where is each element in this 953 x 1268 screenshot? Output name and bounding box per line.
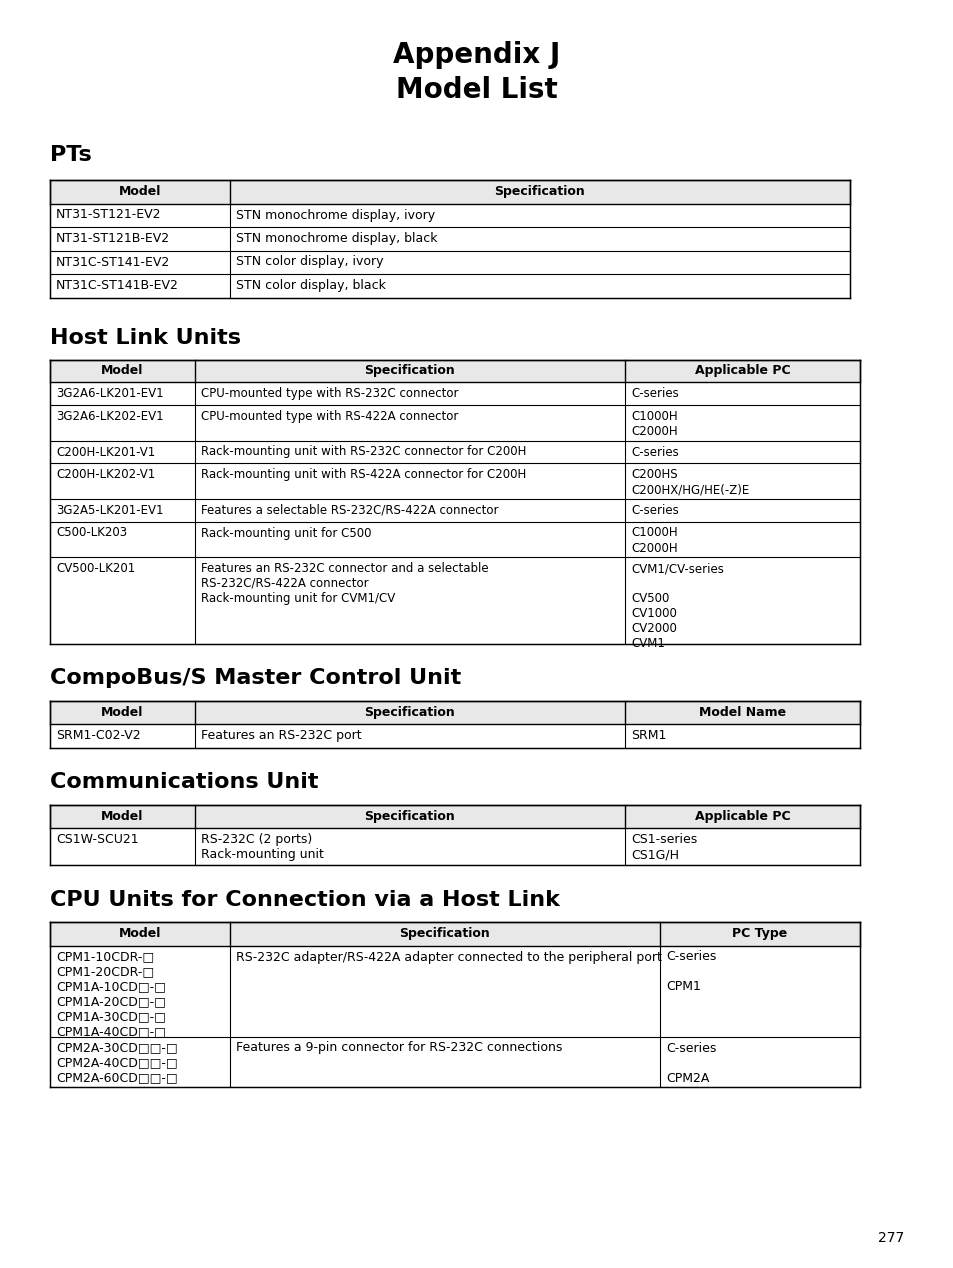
Text: 3G2A6-LK202-EV1: 3G2A6-LK202-EV1 [56, 410, 164, 424]
Text: Rack-mounting unit with RS-232C connector for C200H: Rack-mounting unit with RS-232C connecto… [201, 445, 526, 459]
Text: C200H-LK202-V1: C200H-LK202-V1 [56, 468, 155, 482]
Text: C200H-LK201-V1: C200H-LK201-V1 [56, 445, 155, 459]
Text: CPU Units for Connection via a Host Link: CPU Units for Connection via a Host Link [50, 890, 559, 910]
Text: SRM1-C02-V2: SRM1-C02-V2 [56, 729, 140, 742]
Text: NT31-ST121B-EV2: NT31-ST121B-EV2 [56, 232, 170, 245]
Text: C1000H
C2000H: C1000H C2000H [630, 526, 677, 554]
Text: Applicable PC: Applicable PC [694, 810, 789, 823]
Text: STN color display, black: STN color display, black [235, 279, 385, 292]
Text: Specification: Specification [399, 927, 490, 941]
Text: CV500-LK201: CV500-LK201 [56, 562, 135, 574]
Text: Specification: Specification [494, 185, 585, 198]
Text: C-series: C-series [630, 387, 678, 401]
Text: 277: 277 [877, 1231, 903, 1245]
Text: Rack-mounting unit for C500: Rack-mounting unit for C500 [201, 526, 371, 539]
Bar [50, 804, 859, 828]
Text: Features an RS-232C port: Features an RS-232C port [201, 729, 361, 742]
Text: Applicable PC: Applicable PC [694, 364, 789, 378]
Text: CPU-mounted type with RS-232C connector: CPU-mounted type with RS-232C connector [201, 387, 458, 401]
Text: C-series: C-series [630, 445, 678, 459]
Text: STN color display, ivory: STN color display, ivory [235, 255, 383, 269]
Text: Model List: Model List [395, 76, 558, 104]
Text: CPU-mounted type with RS-422A connector: CPU-mounted type with RS-422A connector [201, 410, 457, 424]
Text: Specification: Specification [364, 364, 455, 378]
Text: RS-232C (2 ports)
Rack-mounting unit: RS-232C (2 ports) Rack-mounting unit [201, 833, 323, 861]
Text: C200HS
C200HX/HG/HE(-Z)E: C200HS C200HX/HG/HE(-Z)E [630, 468, 748, 496]
Text: CompoBus/S Master Control Unit: CompoBus/S Master Control Unit [50, 668, 460, 689]
Text: SRM1: SRM1 [630, 729, 666, 742]
Text: Appendix J: Appendix J [393, 41, 560, 68]
Text: CVM1/CV-series

CV500
CV1000
CV2000
CVM1: CVM1/CV-series CV500 CV1000 CV2000 CVM1 [630, 562, 723, 650]
Text: C500-LK203: C500-LK203 [56, 526, 127, 539]
Text: C-series

CPM1: C-series CPM1 [665, 951, 716, 994]
Text: CS1W-SCU21: CS1W-SCU21 [56, 833, 138, 846]
Text: Model: Model [101, 810, 144, 823]
Text: C-series: C-series [630, 503, 678, 517]
Text: Specification: Specification [364, 706, 455, 719]
Text: NT31-ST121-EV2: NT31-ST121-EV2 [56, 208, 161, 222]
Bar [50, 360, 859, 382]
Text: Features an RS-232C connector and a selectable
RS-232C/RS-422A connector
Rack-mo: Features an RS-232C connector and a sele… [201, 562, 488, 605]
Text: Features a selectable RS-232C/RS-422A connector: Features a selectable RS-232C/RS-422A co… [201, 503, 498, 517]
Text: CPM2A-30CD□□-□
CPM2A-40CD□□-□
CPM2A-60CD□□-□: CPM2A-30CD□□-□ CPM2A-40CD□□-□ CPM2A-60CD… [56, 1041, 177, 1084]
Text: STN monochrome display, ivory: STN monochrome display, ivory [235, 208, 435, 222]
Text: RS-232C adapter/RS-422A adapter connected to the peripheral port: RS-232C adapter/RS-422A adapter connecte… [235, 951, 661, 964]
Text: PC Type: PC Type [732, 927, 787, 941]
Text: Features a 9-pin connector for RS-232C connections: Features a 9-pin connector for RS-232C c… [235, 1041, 561, 1055]
Text: Model: Model [101, 364, 144, 378]
Text: Host Link Units: Host Link Units [50, 327, 241, 347]
Text: Rack-mounting unit with RS-422A connector for C200H: Rack-mounting unit with RS-422A connecto… [201, 468, 526, 482]
Text: STN monochrome display, black: STN monochrome display, black [235, 232, 437, 245]
Text: Model: Model [119, 185, 161, 198]
Text: 3G2A5-LK201-EV1: 3G2A5-LK201-EV1 [56, 503, 163, 517]
Text: PTs: PTs [50, 145, 91, 165]
Text: NT31C-ST141-EV2: NT31C-ST141-EV2 [56, 255, 170, 269]
Bar [50, 700, 859, 724]
Text: 3G2A6-LK201-EV1: 3G2A6-LK201-EV1 [56, 387, 164, 401]
Text: C-series

CPM2A: C-series CPM2A [665, 1041, 716, 1084]
Text: Specification: Specification [364, 810, 455, 823]
Text: NT31C-ST141B-EV2: NT31C-ST141B-EV2 [56, 279, 179, 292]
Text: CS1-series
CS1G/H: CS1-series CS1G/H [630, 833, 697, 861]
Text: CPM1-10CDR-□
CPM1-20CDR-□
CPM1A-10CD□-□
CPM1A-20CD□-□
CPM1A-30CD□-□
CPM1A-40CD□-: CPM1-10CDR-□ CPM1-20CDR-□ CPM1A-10CD□-□ … [56, 951, 166, 1038]
Text: Model Name: Model Name [699, 706, 785, 719]
Text: Communications Unit: Communications Unit [50, 772, 318, 792]
Text: C1000H
C2000H: C1000H C2000H [630, 410, 677, 437]
Text: Model: Model [119, 927, 161, 941]
Bar [50, 922, 859, 946]
Bar [50, 180, 849, 203]
Text: Model: Model [101, 706, 144, 719]
